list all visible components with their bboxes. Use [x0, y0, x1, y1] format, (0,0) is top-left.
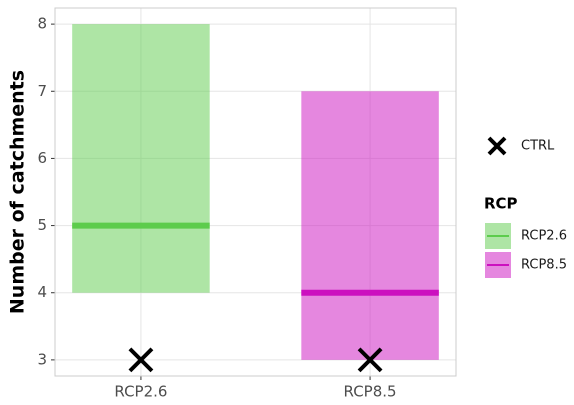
y-axis-title: Number of catchments	[7, 70, 29, 314]
ctrl-marker	[357, 347, 383, 373]
x-tick-label: RCP2.6	[114, 383, 167, 401]
range-box	[72, 24, 210, 293]
y-tick-label: 4	[37, 283, 47, 301]
y-tick-label: 7	[37, 82, 47, 100]
legend-ctrl-marker	[487, 136, 507, 156]
y-tick-label: 5	[37, 216, 47, 234]
x-tick-label: RCP8.5	[344, 383, 397, 401]
legend-label: RCP2.6	[521, 229, 567, 244]
y-tick-label: 6	[37, 149, 47, 167]
panel-border	[54, 7, 457, 377]
legend-label: RCP8.5	[521, 258, 567, 273]
y-tick-label: 3	[37, 350, 47, 368]
legend-label: CTRL	[521, 139, 555, 154]
legend-title: RCP	[484, 195, 518, 213]
ctrl-marker	[128, 347, 154, 373]
range-box	[301, 91, 439, 360]
y-tick-label: 8	[37, 15, 47, 33]
